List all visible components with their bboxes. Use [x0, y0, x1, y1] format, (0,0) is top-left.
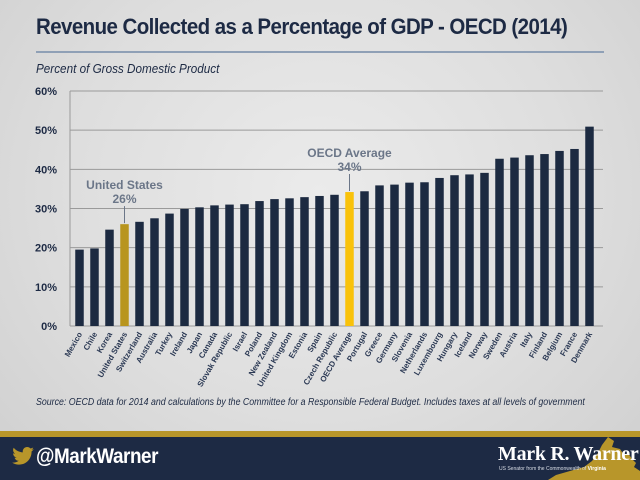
bar-japan	[195, 207, 204, 326]
brand-subtitle-prefix: US Senator from the Commonwealth of	[499, 466, 588, 472]
footer: @MarkWarner Mark R. Warner US Senator fr…	[0, 437, 640, 480]
y-tick-label: 10%	[35, 282, 57, 294]
source-note: Source: OECD data for 2014 and calculati…	[36, 397, 585, 408]
bar-korea	[105, 229, 114, 326]
bar-sweden	[495, 158, 504, 326]
y-tick-label: 20%	[35, 243, 57, 255]
twitter-handle[interactable]: @MarkWarner	[36, 445, 159, 468]
bar-mexico	[75, 249, 84, 326]
x-tick-label: Mexico	[63, 330, 84, 358]
bar-hungary	[450, 175, 459, 326]
twitter-bird-icon[interactable]	[12, 447, 34, 465]
brand-subtitle-state: Virginia	[587, 466, 606, 472]
bar-poland	[255, 201, 264, 326]
brand-subtitle: US Senator from the Commonwealth of Virg…	[499, 466, 606, 472]
bar-france	[570, 148, 579, 326]
annotation-value-oecd-average: 34%	[337, 160, 361, 174]
bar-slovenia	[405, 182, 414, 326]
bar-canada	[210, 205, 219, 326]
bar-portugal	[360, 191, 369, 326]
bar-luxembourg	[435, 177, 444, 326]
bar-switzerland	[135, 221, 144, 326]
brand-name: Mark R. Warner	[498, 443, 639, 465]
virginia-map-icon	[548, 437, 640, 480]
bar-spain	[315, 195, 324, 326]
bar-oecd-average	[345, 192, 354, 326]
y-tick-label: 0%	[41, 321, 57, 333]
bar-ireland	[180, 208, 189, 326]
bar-italy	[525, 155, 534, 326]
bar-denmark	[585, 126, 594, 327]
bar-turkey	[165, 213, 174, 326]
bar-united-states	[120, 224, 129, 326]
bar-finland	[540, 154, 549, 326]
annotation-label-united-states: United States	[86, 178, 163, 192]
chart-title: Revenue Collected as a Percentage of GDP…	[36, 14, 568, 39]
bars	[75, 126, 594, 327]
bar-norway	[480, 172, 489, 326]
bar-czech-republic	[330, 194, 339, 326]
y-tick-label: 60%	[35, 86, 57, 98]
y-tick-label: 30%	[35, 204, 57, 216]
bar-austria	[510, 157, 519, 326]
bar-united-kingdom	[285, 198, 294, 326]
footer-gold-band	[0, 431, 640, 437]
y-tick-label: 50%	[35, 125, 57, 137]
y-tick-label: 40%	[35, 164, 57, 176]
chart-subtitle: Percent of Gross Domestic Product	[36, 61, 220, 76]
bar-greece	[375, 185, 384, 326]
bar-estonia	[300, 197, 309, 326]
bar-germany	[390, 184, 399, 326]
bar-chile	[90, 248, 99, 326]
bar-belgium	[555, 150, 564, 326]
annotation-label-oecd-average: OECD Average	[307, 146, 392, 160]
bar-slovak-republic	[225, 204, 234, 326]
annotation-value-united-states: 26%	[112, 192, 136, 206]
title-divider	[36, 51, 604, 53]
bar-netherlands	[420, 182, 429, 326]
y-axis-ticks: 0% 10% 20% 30% 40% 50% 60%	[35, 86, 57, 333]
bar-iceland	[465, 174, 474, 326]
bar-chart: 0% 10% 20% 30% 40% 50% 60% MexicoChileKoreaUni…	[35, 86, 603, 389]
bar-australia	[150, 218, 159, 326]
bar-new-zealand	[270, 199, 279, 326]
bar-israel	[240, 204, 249, 326]
